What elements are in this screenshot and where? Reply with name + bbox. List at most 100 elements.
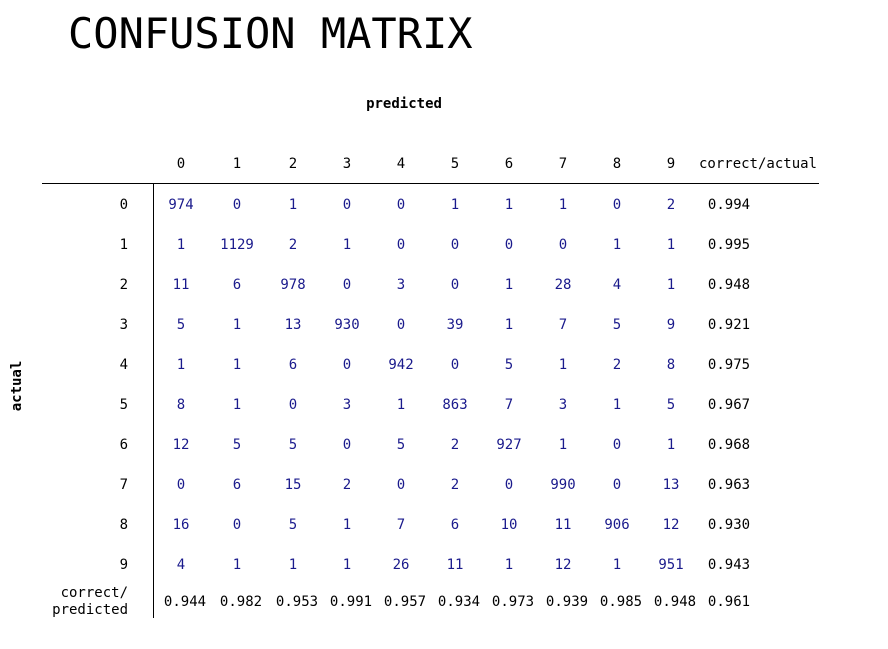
matrix-cell: 1 [233, 397, 241, 413]
matrix-cell: 0 [613, 197, 621, 213]
matrix-cell: 0 [343, 197, 351, 213]
matrix-cell: 0 [233, 517, 241, 533]
matrix-cell: 2 [451, 477, 459, 493]
matrix-cell: 5 [289, 517, 297, 533]
column-header: 6 [505, 156, 513, 172]
matrix-cell: 1 [559, 357, 567, 373]
matrix-cell: 1 [667, 237, 675, 253]
matrix-cell: 16 [173, 517, 190, 533]
row-header: 6 [120, 437, 128, 453]
matrix-cell: 1 [613, 237, 621, 253]
matrix-cell: 7 [397, 517, 405, 533]
correct-over-predicted-value: 0.934 [438, 594, 480, 610]
matrix-cell: 15 [285, 477, 302, 493]
matrix-cell: 1 [667, 437, 675, 453]
matrix-cell: 978 [280, 277, 305, 293]
chart-title: CONFUSION MATRIX [68, 9, 473, 58]
matrix-cell: 1 [233, 317, 241, 333]
matrix-cell: 11 [555, 517, 572, 533]
column-header: 8 [613, 156, 621, 172]
matrix-cell: 906 [604, 517, 629, 533]
matrix-cell: 1 [667, 277, 675, 293]
column-header: 4 [397, 156, 405, 172]
matrix-cell: 4 [177, 557, 185, 573]
matrix-cell: 13 [285, 317, 302, 333]
row-header: 8 [120, 517, 128, 533]
matrix-cell: 0 [505, 477, 513, 493]
matrix-cell: 26 [393, 557, 410, 573]
matrix-cell: 0 [451, 237, 459, 253]
matrix-cell: 1129 [220, 237, 254, 253]
matrix-cell: 0 [397, 317, 405, 333]
matrix-cell: 0 [505, 237, 513, 253]
row-header: 0 [120, 197, 128, 213]
matrix-cell: 942 [388, 357, 413, 373]
matrix-cell: 6 [233, 277, 241, 293]
matrix-cell: 5 [613, 317, 621, 333]
matrix-cell: 990 [550, 477, 575, 493]
summary-row-header: predicted [52, 602, 128, 618]
matrix-cell: 0 [397, 237, 405, 253]
correct-over-predicted-value: 0.944 [164, 594, 206, 610]
matrix-cell: 1 [505, 557, 513, 573]
matrix-cell: 12 [663, 517, 680, 533]
matrix-cell: 930 [334, 317, 359, 333]
matrix-cell: 9 [667, 317, 675, 333]
column-header: 5 [451, 156, 459, 172]
matrix-cell: 1 [505, 197, 513, 213]
matrix-cell: 2 [343, 477, 351, 493]
matrix-cell: 5 [505, 357, 513, 373]
matrix-cell: 2 [613, 357, 621, 373]
matrix-cell: 1 [613, 557, 621, 573]
matrix-cell: 1 [177, 357, 185, 373]
matrix-cell: 1 [559, 437, 567, 453]
correct-over-actual-value: 0.994 [708, 197, 750, 213]
matrix-cell: 1 [397, 397, 405, 413]
matrix-cell: 1 [559, 197, 567, 213]
matrix-cell: 0 [451, 277, 459, 293]
matrix-cell: 6 [233, 477, 241, 493]
matrix-cell: 5 [667, 397, 675, 413]
matrix-cell: 863 [442, 397, 467, 413]
correct-over-actual-value: 0.967 [708, 397, 750, 413]
summary-column-header: correct/actual [699, 156, 817, 172]
matrix-cell: 28 [555, 277, 572, 293]
matrix-cell: 13 [663, 477, 680, 493]
matrix-cell: 11 [173, 277, 190, 293]
matrix-cell: 0 [343, 357, 351, 373]
matrix-cell: 3 [397, 277, 405, 293]
column-header: 9 [667, 156, 675, 172]
matrix-cell: 12 [173, 437, 190, 453]
column-header: 3 [343, 156, 351, 172]
matrix-cell: 2 [451, 437, 459, 453]
summary-row-header: correct/ [61, 585, 128, 601]
correct-over-actual-value: 0.975 [708, 357, 750, 373]
matrix-cell: 0 [343, 437, 351, 453]
matrix-cell: 5 [397, 437, 405, 453]
column-header: 7 [559, 156, 567, 172]
correct-over-actual-value: 0.930 [708, 517, 750, 533]
correct-over-actual-value: 0.995 [708, 237, 750, 253]
matrix-cell: 6 [289, 357, 297, 373]
matrix-cell: 0 [559, 237, 567, 253]
correct-over-predicted-value: 0.991 [330, 594, 372, 610]
matrix-cell: 2 [667, 197, 675, 213]
matrix-cell: 974 [168, 197, 193, 213]
correct-over-predicted-value: 0.957 [384, 594, 426, 610]
matrix-cell: 927 [496, 437, 521, 453]
correct-over-actual-value: 0.963 [708, 477, 750, 493]
matrix-cell: 7 [505, 397, 513, 413]
correct-over-actual-value: 0.968 [708, 437, 750, 453]
matrix-cell: 7 [559, 317, 567, 333]
matrix-cell: 0 [613, 437, 621, 453]
matrix-cell: 0 [177, 477, 185, 493]
matrix-cell: 3 [559, 397, 567, 413]
row-header: 9 [120, 557, 128, 573]
row-header: 7 [120, 477, 128, 493]
matrix-cell: 1 [289, 197, 297, 213]
matrix-cell: 0 [397, 477, 405, 493]
matrix-cell: 4 [613, 277, 621, 293]
matrix-cell: 5 [289, 437, 297, 453]
matrix-cell: 1 [233, 357, 241, 373]
matrix-cell: 1 [177, 237, 185, 253]
